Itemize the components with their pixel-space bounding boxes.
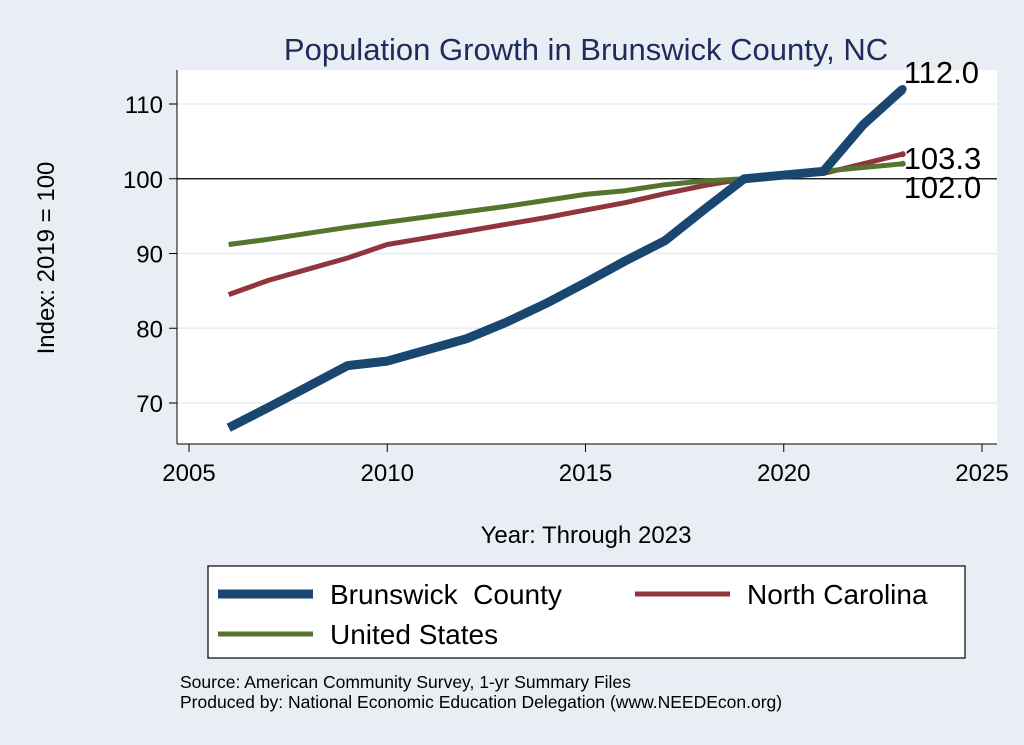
y-tick-label: 100 [123, 167, 163, 194]
source-line: Source: American Community Survey, 1-yr … [180, 672, 631, 692]
legend-label: United States [330, 619, 498, 650]
legend-label: North Carolina [747, 579, 928, 610]
producer-line: Produced by: National Economic Education… [180, 692, 783, 712]
end-label: 103.3 [904, 141, 982, 176]
y-tick-label: 70 [136, 391, 163, 418]
series-line-brunswick-county [226, 85, 906, 432]
x-tick-label: 2015 [559, 460, 612, 487]
chart-title: Population Growth in Brunswick County, N… [284, 32, 888, 67]
y-tick-label: 90 [136, 242, 163, 269]
end-label: 102.0 [904, 170, 982, 205]
series-end-point [899, 160, 906, 167]
y-axis-title: Index: 2019 = 100 [33, 162, 60, 355]
y-tick-label: 110 [125, 92, 163, 119]
series-end-point [898, 85, 907, 94]
x-axis-title: Year: Through 2023 [481, 522, 692, 549]
y-tick-label: 80 [136, 316, 163, 343]
legend-box [207, 565, 966, 659]
x-tick-label: 2005 [162, 460, 215, 487]
series-end-point [899, 151, 906, 158]
axes: 70 80 90 100 110 2005 2010 2015 2020 2025 [123, 70, 1009, 487]
x-tick-label: 2025 [955, 460, 1008, 487]
legend: Brunswick County North Carolina United Sta… [207, 565, 966, 659]
source-note: Source: American Community Survey, 1-yr … [180, 672, 782, 712]
series-lines [226, 85, 907, 432]
legend-label: Brunswick County [330, 579, 562, 610]
x-tick-label: 2020 [757, 460, 810, 487]
x-tick-label: 2010 [361, 460, 414, 487]
end-label: 112.0 [904, 55, 979, 90]
